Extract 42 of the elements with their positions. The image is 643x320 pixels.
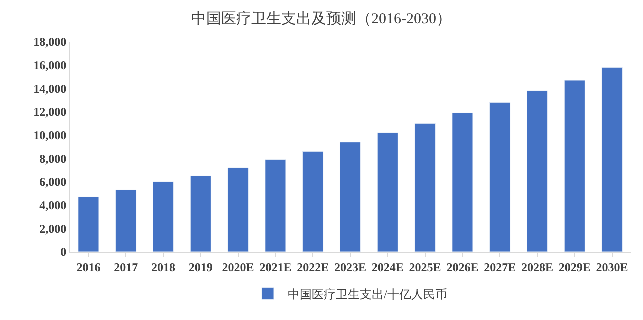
- y-tick-label: 0: [60, 245, 67, 260]
- bar: [564, 80, 586, 252]
- y-tick-label: 10,000: [34, 128, 67, 143]
- bar: [152, 182, 174, 252]
- x-tick-label: 2024E: [372, 260, 404, 274]
- bar: [265, 160, 286, 252]
- bar: [302, 151, 324, 252]
- bar: [340, 142, 362, 252]
- y-tick-label: 2,000: [40, 222, 67, 236]
- y-tick-label: 8,000: [40, 152, 67, 166]
- x-tick-label: 2018: [152, 260, 176, 274]
- bar: [452, 112, 474, 252]
- x-tick-label: 2028E: [521, 260, 554, 274]
- y-tick-label: 16,000: [34, 58, 67, 73]
- bar: [490, 102, 511, 252]
- bar: [116, 190, 137, 252]
- x-tick-label: 2027E: [484, 260, 516, 274]
- x-tick-label: 2025E: [409, 260, 442, 274]
- y-tick-label: 14,000: [34, 82, 67, 96]
- bar: [414, 123, 436, 252]
- x-tick-label: 2022E: [297, 260, 330, 274]
- bar: [78, 196, 100, 252]
- y-tick-label: 12,000: [34, 105, 67, 120]
- bar: [526, 90, 548, 252]
- x-tick-label: 2023E: [334, 260, 367, 274]
- legend-label: 中国医疗卫生支出/十亿人民币: [288, 287, 448, 302]
- bar: [228, 168, 249, 252]
- y-tick-label: 4,000: [40, 198, 67, 213]
- x-tick-label: 2016: [76, 260, 101, 274]
- bar: [377, 132, 398, 252]
- x-tick-label: 2017: [114, 260, 138, 274]
- x-tick-label: 2026E: [446, 260, 479, 274]
- x-tick-label: 2020E: [222, 260, 254, 274]
- y-tick-label: 6,000: [40, 175, 67, 190]
- x-tick-label: 2029E: [558, 260, 591, 274]
- y-tick-label: 18,000: [34, 35, 67, 50]
- x-tick-label: 2021E: [260, 260, 292, 274]
- x-tick-label: 2019: [188, 260, 213, 274]
- chart-title: 中国医疗卫生支出及预测（2016-2030）: [192, 10, 452, 28]
- bar: [602, 67, 623, 252]
- x-tick-label: 2030E: [596, 260, 628, 274]
- bar: [190, 176, 212, 252]
